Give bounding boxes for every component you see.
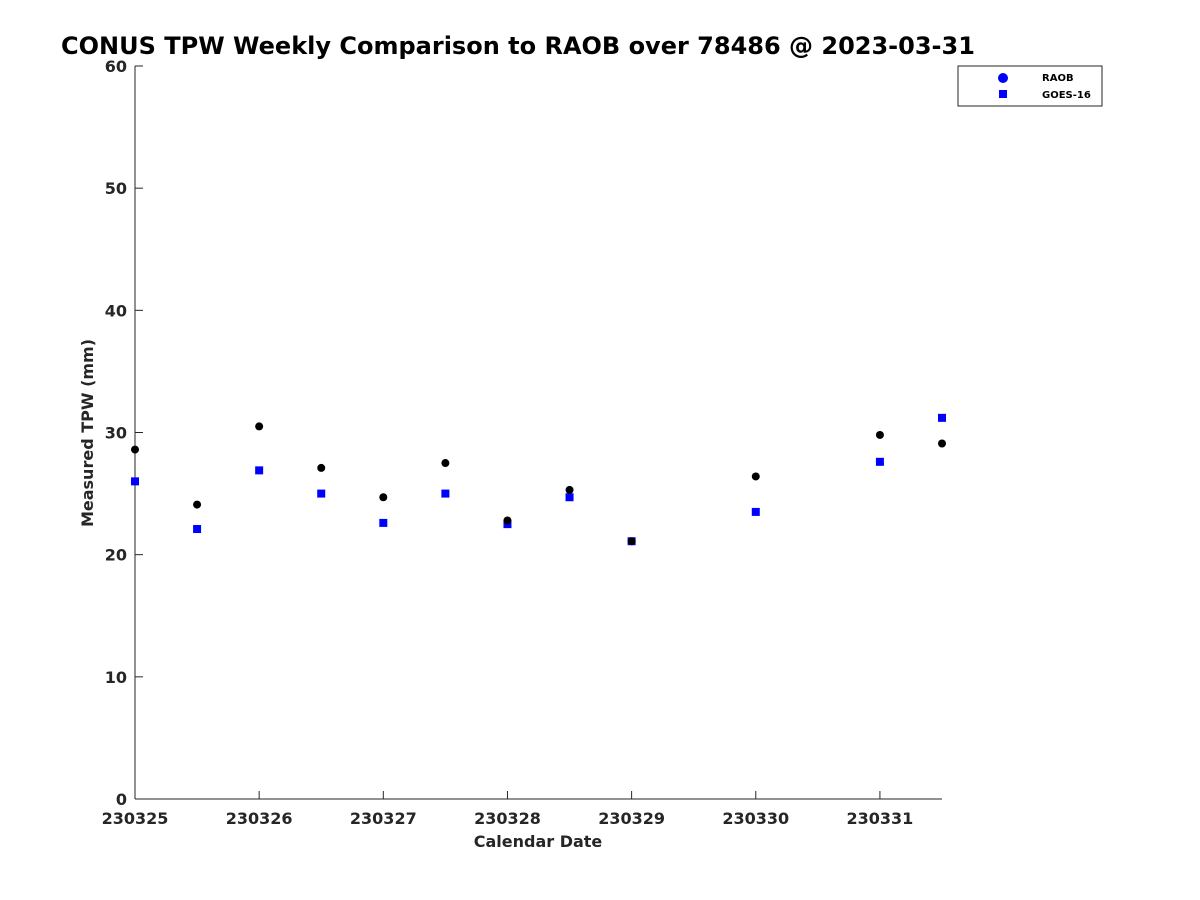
- x-tick-label: 230330: [722, 809, 789, 828]
- raob-point: [379, 493, 388, 502]
- chart-title: CONUS TPW Weekly Comparison to RAOB over…: [61, 32, 975, 60]
- x-tick-label: 230329: [598, 809, 665, 828]
- y-tick-label: 40: [105, 301, 127, 320]
- legend-raob-marker: [998, 73, 1008, 83]
- y-axis-label: Measured TPW (mm): [78, 339, 97, 527]
- goes16-point: [317, 489, 326, 498]
- data-points: [131, 413, 946, 546]
- y-tick-label: 10: [105, 668, 127, 687]
- goes16-point: [255, 466, 264, 475]
- x-tick-label: 230326: [226, 809, 293, 828]
- raob-point: [938, 439, 946, 448]
- y-tick-label: 60: [105, 57, 127, 76]
- x-tick-label: 230327: [350, 809, 417, 828]
- axes: [134, 66, 942, 800]
- y-tick-label: 30: [105, 424, 127, 443]
- raob-point: [441, 459, 450, 468]
- x-axis-label: Calendar Date: [474, 832, 603, 851]
- legend-raob-label: RAOB: [1042, 73, 1074, 84]
- legend-goes16-label: GOES-16: [1042, 90, 1091, 101]
- y-tick-label: 50: [105, 179, 127, 198]
- goes16-point: [193, 525, 202, 534]
- raob-point: [875, 430, 884, 439]
- y-ticks: 0 10 20 30 40 50 60: [105, 57, 143, 809]
- goes16-point: [441, 489, 450, 498]
- raob-point: [255, 422, 264, 431]
- y-tick-label: 20: [105, 546, 127, 565]
- legend-goes16-marker: [999, 90, 1007, 98]
- raob-point: [317, 463, 326, 472]
- raob-point: [193, 500, 202, 509]
- goes16-point: [938, 413, 946, 422]
- raob-point: [627, 537, 636, 546]
- x-tick-label: 230325: [102, 809, 169, 828]
- goes16-point: [379, 518, 388, 527]
- x-ticks: 230325 230326 230327 230328 230329 230330 2303…: [102, 791, 914, 828]
- y-tick-label: 0: [116, 790, 127, 809]
- goes16-point: [131, 477, 139, 486]
- legend-box: [957, 65, 1103, 107]
- x-tick-label: 230331: [847, 809, 914, 828]
- goes16-point: [875, 457, 884, 466]
- goes16-point: [565, 493, 574, 502]
- raob-point: [503, 516, 512, 525]
- raob-point: [751, 472, 760, 481]
- legend: RAOB GOES-16: [957, 65, 1103, 107]
- raob-point: [565, 485, 574, 494]
- x-tick-label: 230328: [474, 809, 541, 828]
- raob-point: [131, 445, 139, 454]
- goes16-point: [751, 507, 760, 516]
